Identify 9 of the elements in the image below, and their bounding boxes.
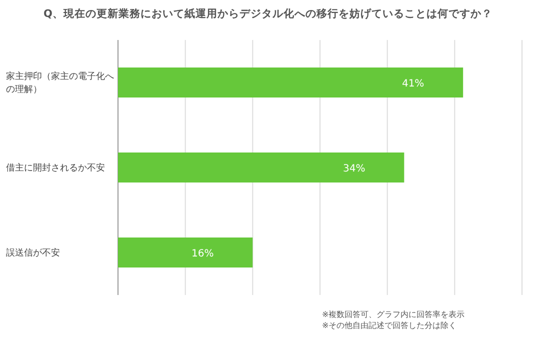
data-label: 34% [343, 164, 366, 174]
text: ※複数回答可、グラフ内に回答率を表示 [322, 310, 465, 319]
y-tick-label: 家主押印（家主の電子化への理解） [6, 71, 114, 95]
text: ※その他自由記述で回答した分は除く [322, 321, 457, 330]
chart-title: Q、現在の更新業務において紙運用からデジタル化への移行を妨げていることは何ですか？ [44, 7, 492, 20]
data-label: 41% [402, 78, 424, 90]
y-tick-label: 誤送信が不安 [6, 248, 60, 258]
data-label: 16% [192, 248, 214, 260]
y-tick-label: 借主に開封されるか不安 [6, 162, 105, 174]
